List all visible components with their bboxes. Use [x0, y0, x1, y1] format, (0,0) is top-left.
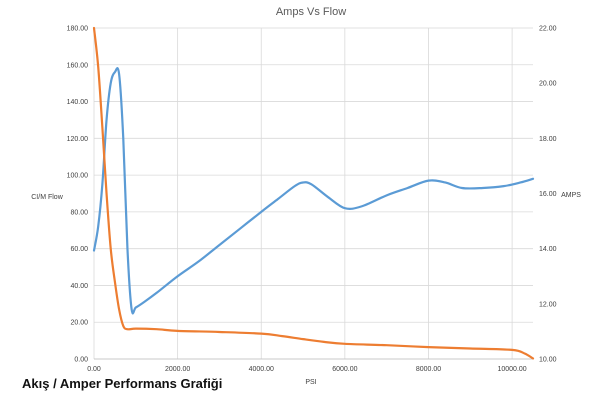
y-left-tick-label: 0.00: [74, 357, 88, 364]
y-left-tick-label: 80.00: [70, 209, 88, 216]
chart-caption: Akış / Amper Performans Grafiği: [22, 376, 223, 391]
y-left-axis-label: CI/M Flow: [31, 194, 63, 201]
y-left-tick-label: 140.00: [67, 99, 89, 106]
y-right-tick-label: 12.00: [539, 301, 557, 308]
y-left-tick-label: 40.00: [70, 283, 88, 290]
x-tick-label: 0.00: [87, 366, 101, 373]
x-tick-label: 6000.00: [332, 366, 357, 373]
y-left-tick-label: 60.00: [70, 246, 88, 253]
x-tick-label: 10000.00: [497, 366, 526, 373]
y-right-axis-ticks: 10.00 12.00 14.00 16.00 18.00 20.00 22.00: [539, 26, 557, 364]
x-tick-label: 4000.00: [249, 366, 274, 373]
series-lines: [92, 26, 535, 360]
y-left-tick-label: 100.00: [67, 173, 89, 180]
x-axis-ticks: 0.00 2000.00 4000.00 6000.00 8000.00 10000.00: [87, 366, 527, 373]
y-left-tick-label: 120.00: [67, 136, 89, 143]
x-tick-label: 2000.00: [165, 366, 190, 373]
y-left-tick-label: 160.00: [67, 62, 89, 69]
chart-title: Amps Vs Flow: [276, 6, 346, 18]
x-axis-label: PSI: [305, 379, 316, 386]
amps-series-line: [92, 26, 535, 360]
y-right-tick-label: 22.00: [539, 26, 557, 33]
y-left-tick-label: 20.00: [70, 320, 88, 327]
x-tick-label: 8000.00: [416, 366, 441, 373]
y-right-tick-label: 20.00: [539, 81, 557, 88]
grid-lines: [93, 27, 533, 360]
y-right-tick-label: 10.00: [539, 357, 557, 364]
y-right-axis-label: AMPS: [561, 192, 581, 199]
y-right-tick-label: 14.00: [539, 246, 557, 253]
y-right-tick-label: 16.00: [539, 191, 557, 198]
y-left-tick-label: 180.00: [67, 26, 89, 33]
y-left-axis-ticks: 0.00 20.00 40.00 60.00 80.00 100.00 120.00 140.…: [67, 26, 89, 364]
y-right-tick-label: 18.00: [539, 136, 557, 143]
flow-series-line: [92, 67, 535, 315]
